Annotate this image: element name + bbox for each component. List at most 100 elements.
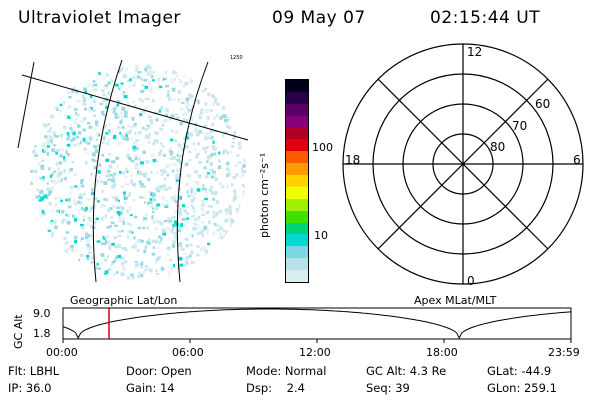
uv-speckle [180, 223, 183, 227]
uv-speckle [222, 151, 225, 155]
uv-speckle [127, 276, 130, 280]
colorbar-tick-10: 10 [314, 229, 328, 242]
uv-speckle [235, 208, 240, 212]
uv-speckle [34, 154, 39, 157]
uv-speckle [190, 261, 195, 264]
uv-speckle [212, 93, 215, 98]
uv-speckle [191, 234, 194, 238]
uv-speckle [103, 258, 108, 262]
uv-speckle [63, 209, 67, 213]
uv-speckle [210, 153, 214, 157]
uv-speckle [104, 235, 108, 238]
uv-speckle [101, 216, 104, 221]
uv-speckle [202, 228, 205, 232]
uv-speckle [165, 199, 169, 203]
uv-speckle [143, 172, 148, 175]
uv-speckle [93, 127, 96, 131]
uv-speckle [67, 152, 70, 157]
uv-speckle [173, 78, 176, 81]
uv-speckle [188, 109, 192, 112]
uv-speckle [205, 146, 209, 150]
uv-speckle [173, 236, 176, 239]
uv-speckle [85, 235, 89, 240]
uv-speckle [141, 270, 146, 274]
uv-speckle [180, 245, 183, 248]
colorbar-segment [286, 175, 308, 187]
uv-speckle [188, 254, 192, 258]
uv-speckle [216, 102, 220, 106]
uv-speckle [198, 160, 202, 164]
uv-speckle [86, 256, 90, 261]
uv-speckle [117, 235, 122, 238]
uv-speckle [144, 212, 148, 217]
uv-speckle [197, 142, 200, 146]
uv-speckle [219, 232, 223, 237]
uv-speckle [67, 91, 71, 94]
uv-speckle [244, 184, 246, 188]
uv-speckle [62, 103, 65, 107]
altitude-curve [62, 308, 572, 340]
uv-speckle [51, 114, 54, 119]
uv-speckle [100, 242, 103, 246]
uv-speckle [82, 215, 86, 219]
uv-speckle [173, 263, 176, 268]
uv-speckle [144, 98, 148, 100]
uv-speckle [183, 134, 187, 138]
uv-speckle [102, 236, 106, 240]
uv-speckle [212, 197, 216, 201]
uv-speckle [126, 209, 130, 214]
uv-speckle [116, 164, 119, 168]
uv-speckle [30, 181, 33, 186]
uv-speckle [92, 109, 96, 113]
uv-speckle [47, 139, 51, 143]
uv-speckle [172, 156, 177, 160]
uv-speckle [176, 168, 181, 171]
uv-speckle [79, 140, 82, 145]
uv-speckle [97, 133, 100, 137]
uv-speckle [175, 182, 180, 185]
uv-speckle [112, 183, 117, 187]
uv-speckle [212, 102, 216, 106]
uv-speckle [119, 131, 122, 135]
uv-speckle [141, 99, 144, 103]
uv-speckle [232, 176, 237, 179]
uv-speckle [112, 109, 116, 114]
uv-speckle [109, 207, 113, 210]
uv-speckle [143, 175, 147, 179]
uv-speckle [94, 120, 99, 124]
uv-speckle [36, 188, 39, 191]
status-dsp: Dsp: 2.4 [246, 381, 305, 395]
uv-speckle [72, 199, 76, 203]
uv-speckle [144, 67, 148, 72]
uv-speckle [132, 141, 137, 145]
uv-speckle [186, 190, 189, 194]
uv-speckle [144, 269, 147, 272]
uv-speckle [114, 116, 119, 119]
uv-speckle [65, 241, 69, 245]
uv-speckle [138, 272, 141, 275]
uv-speckle [53, 144, 57, 147]
uv-speckle [117, 126, 121, 129]
uv-speckle [164, 187, 169, 191]
uv-speckle [111, 260, 116, 264]
uv-speckle [42, 178, 45, 181]
uv-speckle [224, 131, 228, 134]
uv-speckle [116, 156, 119, 160]
uv-speckle [215, 213, 218, 217]
uv-speckle [203, 225, 208, 230]
uv-speckle [138, 157, 141, 161]
uv-speckle [190, 204, 193, 207]
uv-speckle [35, 196, 40, 199]
uv-speckle [237, 161, 242, 164]
uv-speckle [66, 214, 70, 218]
uv-speckle [171, 130, 174, 133]
uv-speckle [59, 171, 63, 176]
uv-speckle [224, 208, 228, 213]
uv-speckle [165, 113, 168, 118]
uv-speckle [223, 149, 227, 152]
uv-speckle [205, 252, 209, 256]
uv-speckle [165, 108, 169, 113]
uv-speckle [124, 115, 128, 118]
uv-speckle [63, 242, 66, 246]
uv-speckle [185, 118, 189, 123]
